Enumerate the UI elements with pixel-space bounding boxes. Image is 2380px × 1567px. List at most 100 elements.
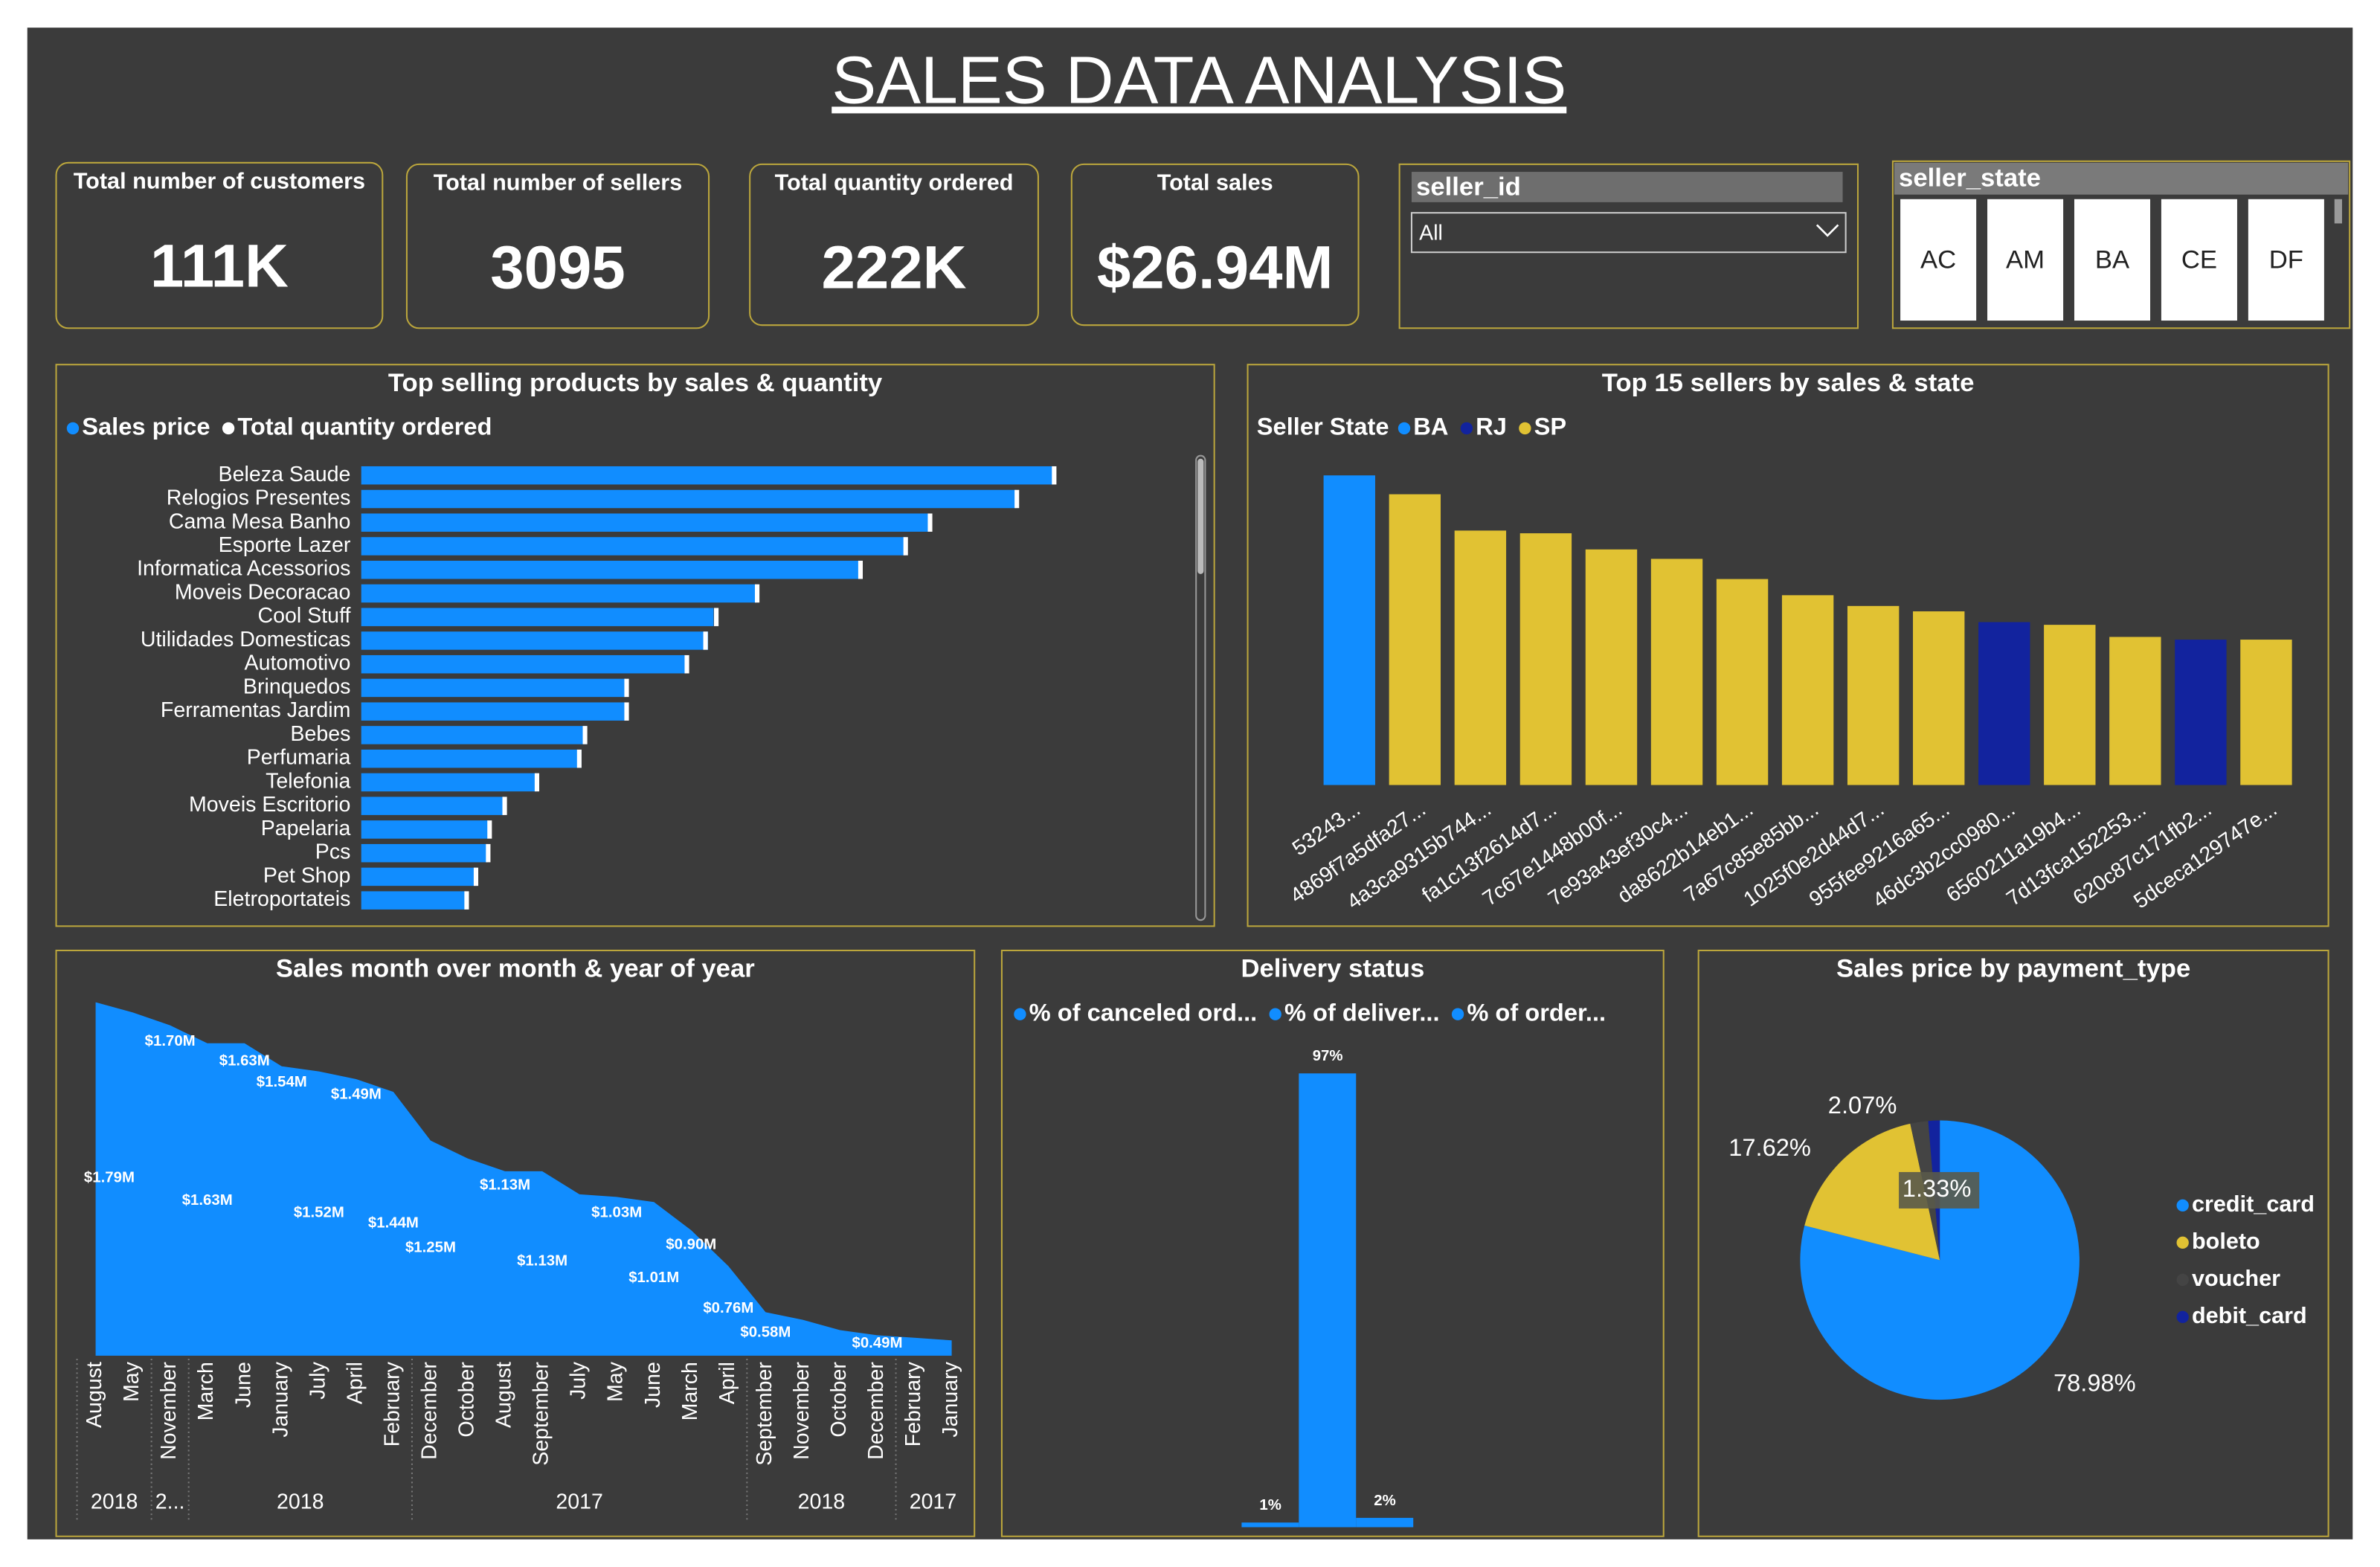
bar bbox=[361, 843, 488, 863]
data-label: 78.98% bbox=[2053, 1368, 2136, 1396]
data-label: $1.79M bbox=[84, 1170, 135, 1186]
slicer-button[interactable] bbox=[2074, 199, 2151, 321]
category-label: Perfumaria bbox=[247, 746, 351, 770]
bar bbox=[361, 702, 626, 721]
dashboard-title: SALES DATA ANALYSIS bbox=[832, 43, 1566, 118]
chevron bbox=[1815, 224, 1839, 237]
bar bbox=[361, 867, 477, 887]
x-tick-label: March bbox=[194, 1362, 218, 1420]
kpi-card bbox=[1070, 163, 1360, 326]
x-tick-label: April bbox=[715, 1362, 739, 1404]
slicer-option[interactable]: AC bbox=[1920, 246, 1956, 274]
slicer-button[interactable] bbox=[1987, 199, 2064, 321]
chart-title: Sales month over month & year of year bbox=[276, 955, 755, 983]
category-label: Automotivo bbox=[245, 651, 351, 675]
bar bbox=[361, 466, 1055, 485]
x-tick-label: March bbox=[678, 1362, 702, 1420]
year-label: 2018 bbox=[277, 1490, 324, 1513]
quantity-marker bbox=[684, 654, 689, 674]
quantity-marker bbox=[714, 608, 719, 626]
x-tick-label: August bbox=[492, 1362, 516, 1428]
quantity-marker bbox=[582, 726, 588, 744]
bar bbox=[1241, 1522, 1299, 1528]
slicer-button[interactable] bbox=[2161, 199, 2237, 321]
bar bbox=[2240, 640, 2292, 785]
bar bbox=[361, 891, 466, 910]
slicer-box bbox=[1398, 163, 1859, 329]
slicer-button[interactable] bbox=[2248, 199, 2324, 321]
slicer-box bbox=[1891, 160, 2351, 329]
data-label: $1.49M bbox=[331, 1086, 382, 1102]
quantity-marker bbox=[1052, 466, 1057, 485]
x-tick-label: July bbox=[306, 1361, 329, 1400]
x-tick-label: November bbox=[790, 1362, 814, 1460]
quantity-marker bbox=[464, 891, 469, 910]
x-tick-label: June bbox=[231, 1362, 255, 1408]
slicer-option[interactable]: BA bbox=[2095, 246, 2130, 274]
slicer-option[interactable]: DF bbox=[2269, 246, 2303, 274]
panel bbox=[1697, 949, 2329, 1537]
kpi-value: $26.94M bbox=[1097, 234, 1334, 301]
year-label: 2018 bbox=[91, 1490, 138, 1513]
legend-label: SP bbox=[1534, 413, 1567, 440]
year-label: 2017 bbox=[910, 1490, 957, 1513]
bar bbox=[1585, 549, 1638, 785]
bar bbox=[361, 820, 488, 839]
legend-dot bbox=[66, 422, 80, 435]
legend-dot bbox=[2176, 1310, 2189, 1324]
category-label: Ferramentas Jardim bbox=[161, 698, 351, 722]
slicer-option[interactable]: AM bbox=[2006, 246, 2045, 274]
quantity-marker bbox=[624, 678, 629, 698]
category-label: Relogios Presentes bbox=[167, 486, 351, 510]
chart-title: Delivery status bbox=[1241, 955, 1424, 983]
data-label: $1.63M bbox=[219, 1052, 270, 1069]
data-label: $1.63M bbox=[182, 1192, 233, 1209]
x-tick-label: December bbox=[418, 1362, 442, 1460]
kpi-value: 222K bbox=[821, 234, 966, 301]
category-label: Beleza Saude bbox=[219, 463, 351, 486]
bar bbox=[1847, 605, 1900, 785]
category-label: Bebes bbox=[290, 722, 350, 746]
dropdown-value[interactable]: All bbox=[1419, 221, 1443, 245]
quantity-marker bbox=[903, 537, 908, 556]
bar bbox=[361, 749, 582, 768]
x-tick-label: September bbox=[753, 1362, 776, 1466]
bar bbox=[1913, 611, 1965, 785]
quantity-marker bbox=[703, 631, 708, 650]
legend-dot bbox=[1460, 422, 1473, 435]
x-tick-label: October bbox=[827, 1362, 851, 1438]
bar bbox=[1978, 622, 2030, 785]
category-label: Pcs bbox=[315, 840, 351, 864]
bar bbox=[1356, 1517, 1414, 1528]
year-label: 2... bbox=[155, 1490, 185, 1513]
data-label: 2% bbox=[1374, 1493, 1395, 1509]
data-label: 2.07% bbox=[1828, 1091, 1897, 1119]
bar bbox=[1781, 595, 1834, 785]
year-label: 2018 bbox=[798, 1490, 846, 1513]
dropdown[interactable] bbox=[1410, 212, 1847, 254]
slicer-button[interactable] bbox=[1900, 199, 1977, 321]
bar bbox=[1389, 494, 1441, 785]
quantity-marker bbox=[858, 560, 863, 579]
quantity-marker bbox=[473, 867, 479, 887]
bar bbox=[361, 678, 626, 698]
legend-dot bbox=[1398, 422, 1411, 435]
legend-label: % of deliver... bbox=[1284, 998, 1440, 1026]
legend-dot bbox=[1269, 1008, 1281, 1020]
x-tick-label: August bbox=[83, 1362, 106, 1428]
slicer-title: seller_id bbox=[1416, 173, 1521, 202]
quantity-marker bbox=[927, 513, 933, 532]
data-label: $0.49M bbox=[852, 1335, 902, 1351]
legend-dot bbox=[1451, 1008, 1464, 1020]
kpi-value: 3095 bbox=[490, 234, 625, 301]
kpi-label: Total sales bbox=[1157, 170, 1273, 195]
legend-label: BA bbox=[1413, 413, 1448, 440]
kpi-label: Total number of sellers bbox=[434, 170, 683, 195]
category-label: Utilidades Domesticas bbox=[141, 628, 351, 651]
bar bbox=[2109, 637, 2161, 785]
slicer-option[interactable]: CE bbox=[2181, 246, 2217, 274]
bar bbox=[1454, 530, 1507, 785]
slicer-header bbox=[1411, 172, 1843, 202]
x-tick-label: July bbox=[567, 1361, 591, 1400]
chart-title: Top selling products by sales & quantity bbox=[388, 369, 883, 397]
